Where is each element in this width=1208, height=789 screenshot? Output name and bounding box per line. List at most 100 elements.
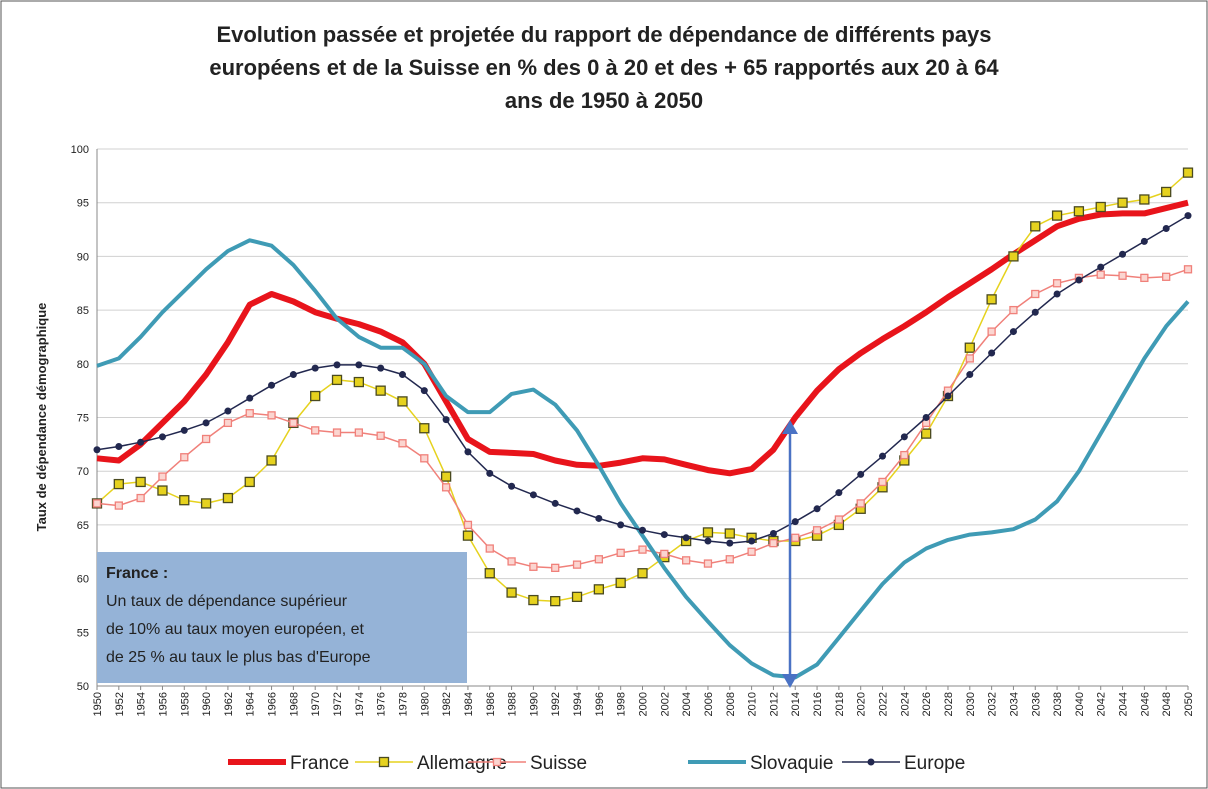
x-tick-label: 1956 (157, 692, 169, 716)
point (791, 533, 800, 542)
x-tick-label: 1954 (136, 692, 148, 716)
x-tick-label: 2050 (1183, 692, 1195, 716)
point (1161, 186, 1172, 198)
x-tick-label: 2020 (856, 692, 868, 716)
point (1031, 308, 1039, 316)
point (944, 392, 952, 400)
point (593, 584, 605, 595)
x-tick-label: 2032 (987, 692, 999, 716)
point (812, 526, 822, 535)
x-tick-label: 2040 (1074, 692, 1086, 716)
point (638, 545, 647, 554)
y-tick-label: 75 (77, 413, 89, 425)
x-tick-label: 2022 (878, 692, 890, 716)
point (1053, 290, 1061, 298)
point (376, 431, 385, 440)
point (375, 385, 386, 396)
point (987, 327, 996, 336)
x-tick-label: 2014 (790, 692, 802, 716)
point (1162, 224, 1170, 232)
point (1162, 272, 1171, 281)
series (93, 212, 1192, 547)
point (988, 349, 996, 357)
point (310, 390, 321, 402)
point (986, 294, 997, 305)
x-tick-label: 1960 (201, 692, 213, 716)
legend-label: Suisse (530, 753, 587, 774)
point (703, 559, 713, 568)
point (113, 478, 124, 490)
x-tick-label: 2012 (768, 692, 780, 716)
point (551, 563, 560, 573)
plot-area: 50 55 60 65 70 75 80 85 90 95 100 1950 1952 1954 1956 1… (71, 144, 1195, 716)
point (966, 371, 974, 379)
point (179, 495, 190, 506)
point (615, 577, 626, 589)
point (573, 507, 581, 515)
point (867, 758, 875, 766)
y-tick-label: 90 (77, 251, 89, 263)
point (1008, 251, 1019, 262)
x-tick-label: 2030 (965, 692, 977, 716)
point (1096, 270, 1105, 279)
series (96, 238, 1190, 680)
point (331, 374, 343, 386)
x-tick-label: 2000 (638, 692, 650, 716)
point (158, 433, 166, 441)
point (289, 418, 298, 428)
point (834, 515, 844, 524)
point (856, 499, 865, 508)
point (594, 555, 604, 564)
point (1051, 210, 1063, 221)
point (332, 428, 342, 437)
arrow-head (782, 420, 798, 434)
point (333, 361, 341, 369)
x-tick-label: 1970 (310, 692, 322, 716)
point (441, 483, 451, 492)
x-tick-label: 1980 (419, 692, 431, 716)
point (660, 549, 669, 559)
point (353, 376, 364, 388)
point (681, 556, 691, 565)
point (462, 530, 474, 541)
point (595, 514, 603, 522)
point (769, 529, 777, 537)
annotation-title: France : (106, 565, 168, 582)
point (637, 568, 648, 579)
x-tick-label: 1976 (376, 692, 388, 716)
point (158, 472, 167, 481)
point (201, 434, 211, 444)
point (266, 455, 277, 466)
point (1097, 263, 1105, 271)
point (136, 493, 145, 503)
point (1095, 201, 1106, 213)
point (507, 557, 516, 566)
point (551, 499, 559, 507)
point (660, 531, 668, 539)
x-tick-label: 2044 (1118, 692, 1130, 716)
point (289, 371, 297, 379)
point (921, 428, 932, 439)
point (486, 469, 494, 477)
legend-label: Europe (904, 753, 965, 774)
point (550, 596, 561, 607)
x-tick-label: 1978 (397, 692, 409, 716)
y-tick-label: 55 (77, 627, 89, 639)
point (440, 471, 452, 482)
point (791, 518, 799, 526)
line (96, 238, 1190, 680)
series (92, 265, 1193, 573)
point (114, 501, 123, 510)
point (617, 521, 625, 529)
point (529, 562, 538, 571)
point (354, 428, 363, 437)
point (311, 426, 320, 435)
x-tick-label: 1958 (179, 692, 191, 716)
point (922, 414, 930, 421)
point (200, 498, 212, 509)
point (180, 426, 188, 434)
x-tick-label: 1990 (528, 692, 540, 716)
legend-label: Allemagne (417, 753, 507, 774)
annotation: France : Un taux de dépendance supérieur… (97, 552, 467, 683)
point (1009, 328, 1017, 336)
